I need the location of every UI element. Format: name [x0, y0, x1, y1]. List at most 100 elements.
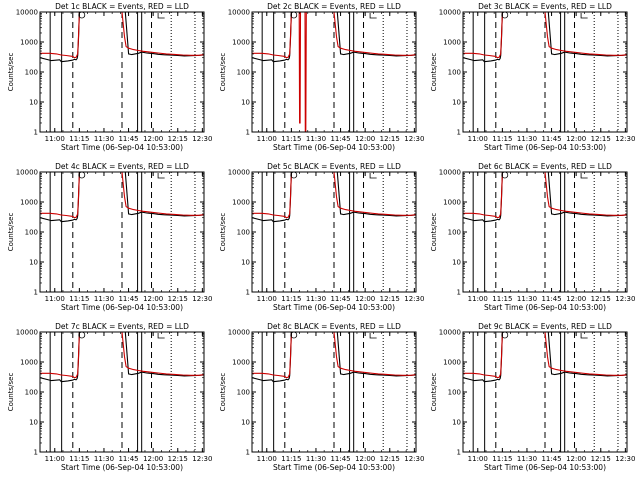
y-tick-label: 1000 [20, 199, 38, 207]
chart-title: Det 5c BLACK = Events, RED = LLD [267, 162, 401, 171]
y-axis-label: Counts/sec [219, 373, 227, 412]
x-tick-label: 12:00 [355, 295, 375, 303]
series-line-lld [252, 12, 416, 132]
x-tick-label: 12:30 [404, 295, 424, 303]
top-corner-marker [369, 173, 377, 179]
y-tick-label: 10000 [439, 169, 461, 177]
chart-panel-8: 1 10 100 1000 10000 11:00 11:15 11:30 11:45 12:00… [219, 322, 424, 472]
x-tick-label: 11:00 [468, 295, 488, 303]
marker-lines [261, 12, 408, 132]
y-tick-label: 1000 [232, 359, 250, 367]
chart-title: Det 9c BLACK = Events, RED = LLD [478, 322, 612, 331]
x-axis-label: Start Time (06-Sep-04 10:53:00) [273, 303, 395, 312]
x-tick-label: 11:00 [257, 455, 277, 463]
x-tick-label: 12:15 [168, 135, 188, 143]
x-tick-label: 11:30 [517, 455, 537, 463]
series-line-events [463, 172, 627, 223]
x-axis-label: Start Time (06-Sep-04 10:53:00) [61, 463, 183, 472]
top-corner-marker [369, 333, 377, 339]
x-tick-label: 12:30 [404, 135, 424, 143]
y-tick-label: 1 [457, 129, 461, 137]
y-tick-label: 100 [237, 69, 250, 77]
x-tick-label: 12:15 [168, 295, 188, 303]
x-tick-label: 11:30 [94, 455, 114, 463]
y-tick-label: 100 [237, 229, 250, 237]
top-corner-marker [580, 173, 588, 179]
series-line-events [463, 12, 627, 63]
y-tick-label: 10 [29, 259, 38, 267]
y-tick-label: 10 [241, 99, 250, 107]
y-tick-label: 1 [34, 289, 38, 297]
y-tick-label: 1 [457, 449, 461, 457]
series-line-lld [463, 12, 627, 59]
y-tick-label: 100 [25, 229, 38, 237]
x-tick-label: 12:00 [566, 135, 586, 143]
x-tick-label: 11:45 [118, 455, 138, 463]
chart-panel-6: 1 10 100 1000 10000 11:00 11:15 11:30 11:45 12:00… [430, 162, 635, 312]
y-tick-label: 1000 [20, 39, 38, 47]
x-tick-label: 12:30 [615, 295, 635, 303]
x-axis-label: Start Time (06-Sep-04 10:53:00) [61, 143, 183, 152]
x-tick-label: 12:15 [591, 135, 611, 143]
x-tick-label: 11:15 [69, 455, 89, 463]
x-axis-label: Start Time (06-Sep-04 10:53:00) [484, 463, 606, 472]
x-tick-label: 12:30 [615, 135, 635, 143]
chart-panel-1: 1 10 100 1000 10000 11:00 11:15 11:30 11:45 12:00… [7, 2, 212, 152]
x-tick-label: 12:15 [380, 295, 400, 303]
y-tick-label: 10000 [228, 329, 250, 337]
series-line-lld [40, 172, 204, 219]
marker-lines [472, 12, 619, 132]
y-tick-label: 10000 [16, 329, 38, 337]
x-tick-label: 12:30 [404, 455, 424, 463]
y-tick-label: 100 [25, 389, 38, 397]
x-tick-label: 11:45 [330, 135, 350, 143]
x-tick-label: 12:30 [192, 135, 212, 143]
y-axis-label: Counts/sec [219, 53, 227, 92]
x-tick-label: 11:00 [45, 135, 65, 143]
top-corner-marker [157, 13, 165, 19]
series-line-lld [463, 332, 627, 379]
series-line-events [252, 332, 416, 383]
x-tick-label: 12:15 [380, 135, 400, 143]
x-tick-label: 11:45 [541, 135, 561, 143]
x-tick-label: 11:30 [306, 295, 326, 303]
x-tick-label: 12:00 [566, 295, 586, 303]
chart-panel-5: 1 10 100 1000 10000 11:00 11:15 11:30 11:45 12:00… [219, 162, 424, 312]
x-axis-label: Start Time (06-Sep-04 10:53:00) [484, 143, 606, 152]
x-tick-label: 11:00 [257, 295, 277, 303]
x-tick-label: 11:30 [517, 135, 537, 143]
series-line-events [40, 12, 204, 63]
x-tick-label: 12:00 [566, 455, 586, 463]
series-line-events [252, 172, 416, 223]
y-tick-label: 10000 [228, 169, 250, 177]
x-tick-label: 12:15 [168, 455, 188, 463]
x-tick-label: 11:00 [468, 455, 488, 463]
y-axis-label: Counts/sec [430, 213, 438, 252]
x-tick-label: 11:15 [281, 135, 301, 143]
series-group [40, 332, 204, 383]
y-tick-label: 10000 [439, 329, 461, 337]
x-tick-label: 11:45 [541, 455, 561, 463]
chart-panel-3: 1 10 100 1000 10000 11:00 11:15 11:30 11:45 12:00… [430, 2, 635, 152]
chart-panel-4: 1 10 100 1000 10000 11:00 11:15 11:30 11:45 12:00… [7, 162, 212, 312]
y-tick-label: 1000 [443, 39, 461, 47]
y-tick-label: 1 [34, 129, 38, 137]
top-corner-marker [157, 333, 165, 339]
x-tick-label: 11:45 [330, 455, 350, 463]
x-tick-label: 12:00 [355, 135, 375, 143]
y-tick-label: 10 [452, 259, 461, 267]
y-tick-label: 10 [241, 419, 250, 427]
chart-title: Det 7c BLACK = Events, RED = LLD [55, 322, 189, 331]
marker-lines [49, 332, 196, 452]
marker-lines [49, 12, 196, 132]
marker-lines [472, 172, 619, 292]
top-corner-marker [580, 13, 588, 19]
x-tick-label: 11:30 [517, 295, 537, 303]
y-axis-label: Counts/sec [7, 213, 15, 252]
series-line-events [252, 12, 416, 63]
series-line-lld [463, 172, 627, 219]
x-axis-label: Start Time (06-Sep-04 10:53:00) [484, 303, 606, 312]
y-axis-label: Counts/sec [7, 373, 15, 412]
